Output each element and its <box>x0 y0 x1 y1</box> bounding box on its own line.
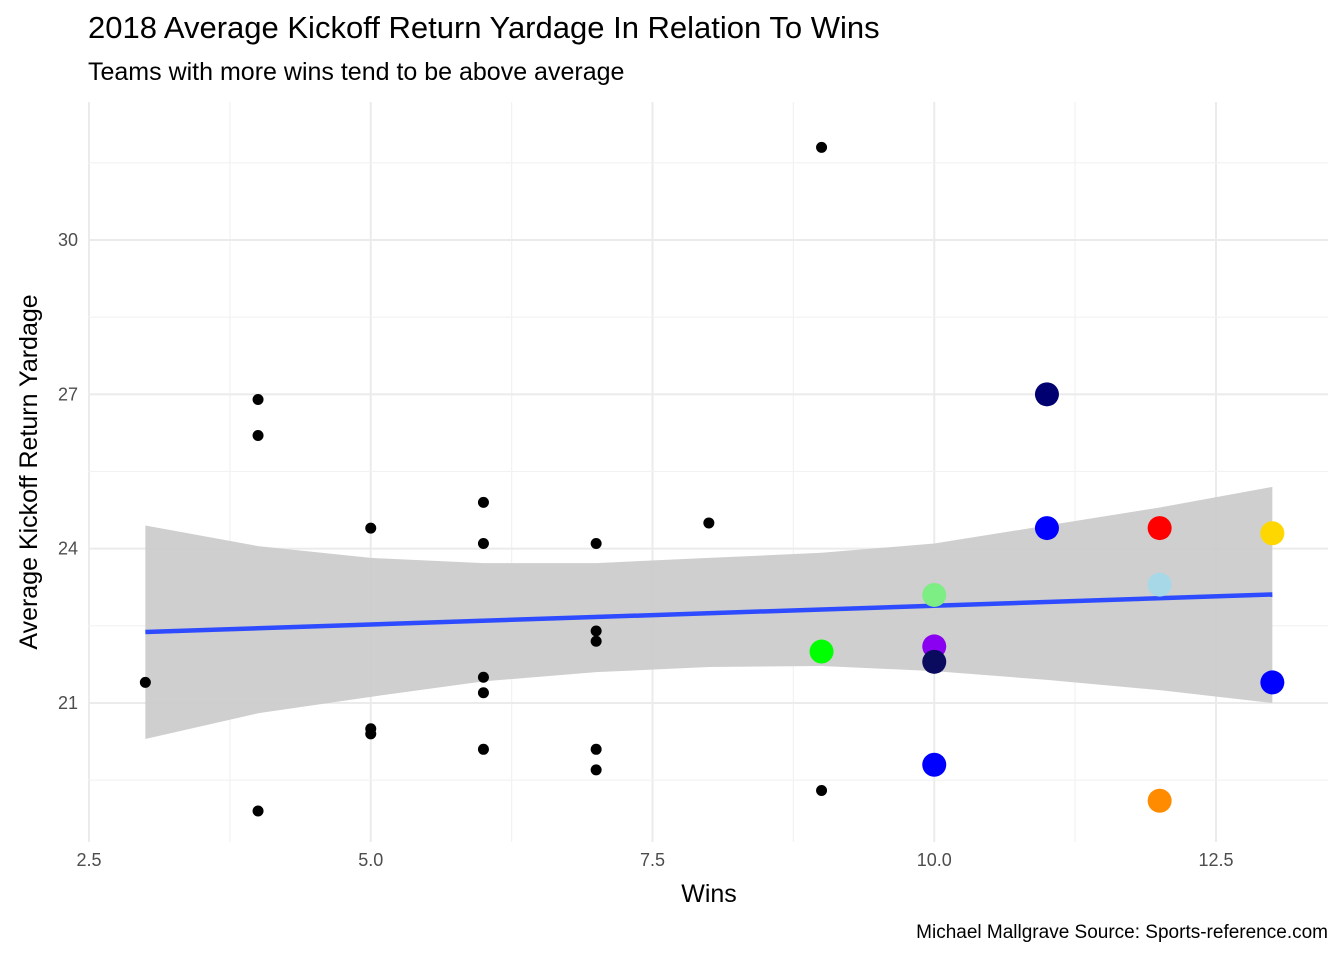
data-point <box>590 743 602 755</box>
highlight-point <box>1147 516 1172 541</box>
y-tick-label: 30 <box>58 230 78 250</box>
highlight-point <box>1260 521 1285 546</box>
data-point <box>477 671 489 683</box>
highlight-point <box>809 639 834 664</box>
x-tick-label: 7.5 <box>640 850 665 870</box>
data-point <box>365 522 377 534</box>
data-point <box>477 743 489 755</box>
data-point <box>590 764 602 776</box>
x-tick-label: 2.5 <box>76 850 101 870</box>
highlight-point <box>922 752 947 777</box>
chart-title: 2018 Average Kickoff Return Yardage In R… <box>88 10 880 45</box>
highlight-point <box>1034 516 1059 541</box>
chart-subtitle: Teams with more wins tend to be above av… <box>88 58 625 86</box>
highlight-point <box>1147 788 1172 813</box>
highlight-point <box>922 649 947 674</box>
points <box>139 141 1285 817</box>
data-point <box>252 393 264 405</box>
chart-caption: Michael Mallgrave Source: Sports-referen… <box>916 922 1328 943</box>
y-tick-label: 24 <box>58 539 78 559</box>
x-tick-label: 10.0 <box>917 850 952 870</box>
data-point <box>816 784 828 796</box>
data-point <box>590 635 602 647</box>
data-point <box>477 687 489 699</box>
data-point <box>477 496 489 508</box>
highlight-point <box>1147 572 1172 597</box>
y-tick-label: 27 <box>58 384 78 404</box>
y-tick-labels: 21 24 27 30 <box>58 230 78 713</box>
data-point <box>252 429 264 441</box>
x-tick-label: 12.5 <box>1198 850 1233 870</box>
data-point <box>365 728 377 740</box>
y-axis-title: Average Kickoff Return Yardage <box>15 294 43 649</box>
y-tick-label: 21 <box>58 693 78 713</box>
trend-line <box>145 592 1273 635</box>
highlight-point <box>1034 382 1059 407</box>
data-point <box>252 805 264 817</box>
data-point <box>703 517 715 529</box>
data-point <box>477 538 489 550</box>
grid <box>88 102 1328 842</box>
x-tick-label: 5.0 <box>358 850 383 870</box>
data-point <box>590 538 602 550</box>
x-axis-title: Wins <box>681 880 737 908</box>
data-point <box>139 676 151 688</box>
data-point <box>816 141 828 153</box>
x-tick-labels: 2.5 5.0 7.5 10.0 12.5 <box>76 850 1233 870</box>
highlight-point <box>1260 670 1285 695</box>
trend-line-group <box>145 592 1273 635</box>
data-point <box>590 625 602 637</box>
highlight-point <box>922 582 947 607</box>
